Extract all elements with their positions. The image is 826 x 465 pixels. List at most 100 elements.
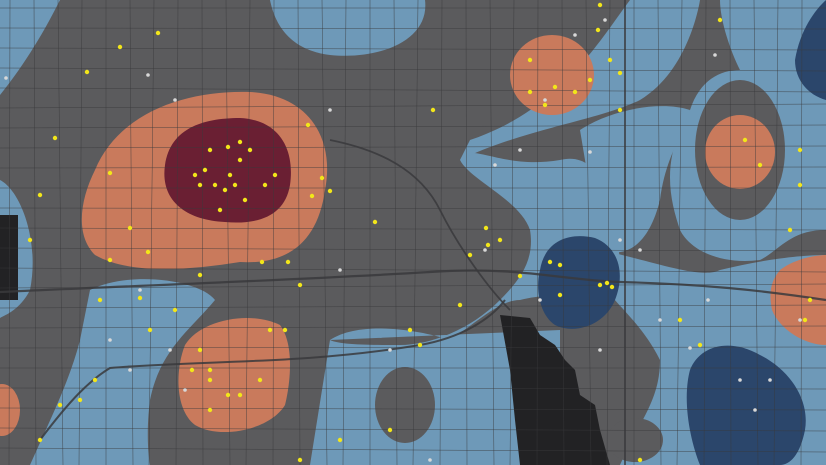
primary-point-marker[interactable] bbox=[609, 284, 615, 290]
primary-point-marker[interactable] bbox=[97, 297, 103, 303]
primary-point-marker[interactable] bbox=[257, 377, 263, 383]
primary-point-marker[interactable] bbox=[547, 259, 553, 265]
primary-point-marker[interactable] bbox=[232, 182, 238, 188]
primary-point-marker[interactable] bbox=[37, 437, 43, 443]
primary-point-marker[interactable] bbox=[225, 144, 231, 150]
primary-point-marker[interactable] bbox=[604, 280, 610, 286]
primary-point-marker[interactable] bbox=[197, 347, 203, 353]
primary-point-marker[interactable] bbox=[92, 377, 98, 383]
secondary-point-marker[interactable] bbox=[518, 148, 522, 152]
primary-point-marker[interactable] bbox=[807, 297, 813, 303]
primary-point-marker[interactable] bbox=[285, 259, 291, 265]
secondary-point-marker[interactable] bbox=[483, 248, 487, 252]
primary-point-marker[interactable] bbox=[259, 259, 265, 265]
primary-point-marker[interactable] bbox=[757, 162, 763, 168]
primary-point-marker[interactable] bbox=[57, 402, 63, 408]
secondary-point-marker[interactable] bbox=[138, 288, 142, 292]
secondary-point-marker[interactable] bbox=[753, 408, 757, 412]
secondary-point-marker[interactable] bbox=[706, 298, 710, 302]
primary-point-marker[interactable] bbox=[207, 377, 213, 383]
primary-point-marker[interactable] bbox=[202, 167, 208, 173]
primary-point-marker[interactable] bbox=[189, 367, 195, 373]
primary-point-marker[interactable] bbox=[742, 137, 748, 143]
primary-point-marker[interactable] bbox=[297, 282, 303, 288]
primary-point-marker[interactable] bbox=[557, 262, 563, 268]
secondary-point-marker[interactable] bbox=[108, 338, 112, 342]
primary-point-marker[interactable] bbox=[527, 57, 533, 63]
secondary-point-marker[interactable] bbox=[146, 73, 150, 77]
primary-point-marker[interactable] bbox=[145, 249, 151, 255]
primary-point-marker[interactable] bbox=[407, 327, 413, 333]
secondary-point-marker[interactable] bbox=[738, 378, 742, 382]
primary-point-marker[interactable] bbox=[155, 30, 161, 36]
secondary-point-marker[interactable] bbox=[128, 368, 132, 372]
primary-point-marker[interactable] bbox=[237, 139, 243, 145]
primary-point-marker[interactable] bbox=[517, 273, 523, 279]
secondary-point-marker[interactable] bbox=[388, 348, 392, 352]
primary-point-marker[interactable] bbox=[237, 392, 243, 398]
primary-point-marker[interactable] bbox=[84, 69, 90, 75]
primary-point-marker[interactable] bbox=[77, 397, 83, 403]
primary-point-marker[interactable] bbox=[637, 457, 643, 463]
primary-point-marker[interactable] bbox=[172, 307, 178, 313]
primary-point-marker[interactable] bbox=[242, 197, 248, 203]
secondary-point-marker[interactable] bbox=[798, 318, 802, 322]
primary-point-marker[interactable] bbox=[267, 327, 273, 333]
primary-point-marker[interactable] bbox=[430, 107, 436, 113]
primary-point-marker[interactable] bbox=[572, 89, 578, 95]
primary-point-marker[interactable] bbox=[542, 102, 548, 108]
primary-point-marker[interactable] bbox=[337, 437, 343, 443]
secondary-point-marker[interactable] bbox=[4, 76, 8, 80]
primary-point-marker[interactable] bbox=[327, 188, 333, 194]
primary-point-marker[interactable] bbox=[207, 407, 213, 413]
secondary-point-marker[interactable] bbox=[168, 348, 172, 352]
primary-point-marker[interactable] bbox=[677, 317, 683, 323]
primary-point-marker[interactable] bbox=[227, 172, 233, 178]
primary-point-marker[interactable] bbox=[282, 327, 288, 333]
primary-point-marker[interactable] bbox=[52, 135, 58, 141]
primary-point-marker[interactable] bbox=[207, 367, 213, 373]
primary-point-marker[interactable] bbox=[597, 2, 603, 8]
primary-point-marker[interactable] bbox=[309, 193, 315, 199]
primary-point-marker[interactable] bbox=[137, 295, 143, 301]
secondary-point-marker[interactable] bbox=[573, 33, 577, 37]
primary-point-marker[interactable] bbox=[207, 147, 213, 153]
primary-point-marker[interactable] bbox=[117, 44, 123, 50]
primary-point-marker[interactable] bbox=[617, 107, 623, 113]
primary-point-marker[interactable] bbox=[617, 70, 623, 76]
primary-point-marker[interactable] bbox=[212, 182, 218, 188]
primary-point-marker[interactable] bbox=[225, 392, 231, 398]
secondary-point-marker[interactable] bbox=[538, 298, 542, 302]
primary-point-marker[interactable] bbox=[552, 84, 558, 90]
primary-point-marker[interactable] bbox=[262, 182, 268, 188]
secondary-point-marker[interactable] bbox=[543, 98, 547, 102]
primary-point-marker[interactable] bbox=[127, 225, 133, 231]
secondary-point-marker[interactable] bbox=[768, 378, 772, 382]
primary-point-marker[interactable] bbox=[485, 242, 491, 248]
primary-point-marker[interactable] bbox=[217, 207, 223, 213]
secondary-point-marker[interactable] bbox=[173, 98, 177, 102]
secondary-point-marker[interactable] bbox=[618, 238, 622, 242]
primary-point-marker[interactable] bbox=[372, 219, 378, 225]
primary-point-marker[interactable] bbox=[797, 182, 803, 188]
primary-point-marker[interactable] bbox=[497, 237, 503, 243]
secondary-point-marker[interactable] bbox=[598, 348, 602, 352]
secondary-point-marker[interactable] bbox=[713, 53, 717, 57]
primary-point-marker[interactable] bbox=[587, 77, 593, 83]
primary-point-marker[interactable] bbox=[387, 427, 393, 433]
secondary-point-marker[interactable] bbox=[688, 346, 692, 350]
primary-point-marker[interactable] bbox=[319, 175, 325, 181]
secondary-point-marker[interactable] bbox=[328, 108, 332, 112]
primary-point-marker[interactable] bbox=[222, 187, 228, 193]
secondary-point-marker[interactable] bbox=[638, 248, 642, 252]
primary-point-marker[interactable] bbox=[297, 457, 303, 463]
primary-point-marker[interactable] bbox=[787, 227, 793, 233]
primary-point-marker[interactable] bbox=[467, 252, 473, 258]
primary-point-marker[interactable] bbox=[557, 292, 563, 298]
primary-point-marker[interactable] bbox=[147, 327, 153, 333]
primary-point-marker[interactable] bbox=[237, 157, 243, 163]
primary-point-marker[interactable] bbox=[595, 27, 601, 33]
primary-point-marker[interactable] bbox=[483, 225, 489, 231]
